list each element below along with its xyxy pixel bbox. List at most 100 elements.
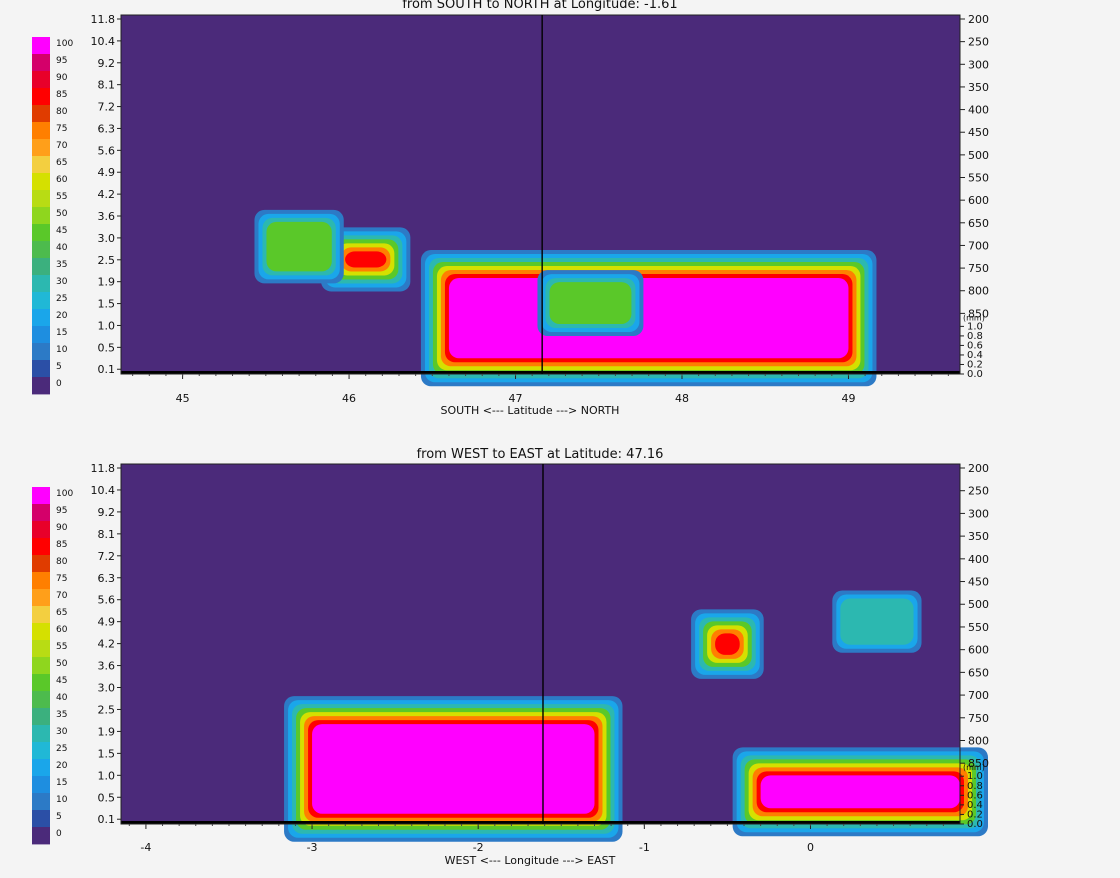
legend-swatch — [32, 377, 50, 395]
legend-label: 75 — [56, 124, 67, 134]
legend-label: 10 — [56, 345, 68, 355]
legend-label: 55 — [56, 642, 67, 652]
left-tick-label: 5.6 — [98, 144, 116, 157]
right-tick-label: 800 — [968, 285, 989, 298]
left-tick-label: 11.8 — [91, 462, 116, 475]
legend-swatch — [32, 190, 50, 208]
legend-label: 85 — [56, 90, 67, 100]
legend-label: 15 — [56, 778, 67, 788]
legend-label: 0 — [56, 379, 62, 389]
legend-swatch — [32, 589, 50, 607]
plot-area: 1009590858075706560555045403530252015105… — [32, 13, 989, 405]
right-tick-label: 700 — [968, 689, 989, 702]
contour-region — [345, 251, 387, 268]
precip-tick-label: 0.8 — [967, 781, 983, 792]
precip-unit-label: (mm) — [963, 763, 985, 772]
right-tick-label: 550 — [968, 621, 989, 634]
legend-swatch — [32, 258, 50, 276]
right-tick-label: 350 — [968, 81, 989, 94]
legend-swatch — [32, 360, 50, 378]
left-tick-label: 4.2 — [98, 188, 116, 201]
legend-label: 55 — [56, 192, 67, 202]
left-tick-label: 5.6 — [98, 594, 116, 607]
right-tick-label: 250 — [968, 485, 989, 498]
legend-label: 80 — [56, 557, 68, 567]
legend-label: 40 — [56, 693, 68, 703]
legend-swatch — [32, 105, 50, 123]
left-tick-label: 1.5 — [98, 747, 116, 760]
x-tick-label: 0 — [807, 841, 814, 854]
left-tick-label: 1.9 — [98, 276, 116, 289]
right-tick-label: 600 — [968, 194, 989, 207]
right-tick-label: 700 — [968, 239, 989, 252]
chart-title: from WEST to EAST at Latitude: 47.16 — [417, 447, 664, 462]
legend-label: 35 — [56, 260, 67, 270]
legend-swatch — [32, 224, 50, 242]
x-tick-label: 46 — [342, 392, 356, 405]
right-tick-label: 450 — [968, 126, 989, 139]
legend-label: 65 — [56, 608, 67, 618]
legend-swatch — [32, 725, 50, 743]
legend-swatch — [32, 640, 50, 658]
chart-panel-south-north: from SOUTH to NORTH at Longitude: -1.61 … — [0, 0, 1120, 437]
right-tick-label: 200 — [968, 462, 989, 475]
legend-swatch — [32, 309, 50, 327]
legend-label: 95 — [56, 506, 67, 516]
legend-swatch — [32, 156, 50, 174]
legend-swatch — [32, 88, 50, 106]
legend-label: 60 — [56, 625, 68, 635]
x-axis-label: WEST <--- Longitude ---> EAST — [445, 854, 616, 867]
x-axis-label: SOUTH <--- Latitude ---> NORTH — [441, 404, 620, 417]
left-tick-label: 9.2 — [98, 57, 116, 70]
x-tick-label: 48 — [675, 392, 689, 405]
legend-swatch — [32, 742, 50, 760]
left-tick-label: 4.2 — [98, 638, 116, 651]
legend-label: 65 — [56, 158, 67, 168]
left-tick-label: 1.5 — [98, 298, 116, 311]
legend-label: 85 — [56, 540, 67, 550]
legend-label: 30 — [56, 277, 68, 287]
contour-region — [266, 221, 332, 272]
x-tick-label: -1 — [639, 841, 650, 854]
legend-swatch — [32, 521, 50, 539]
left-tick-label: 0.1 — [98, 813, 116, 826]
legend-label: 50 — [56, 209, 68, 219]
left-tick-label: 9.2 — [98, 506, 116, 519]
contour-region — [549, 282, 632, 324]
left-tick-label: 8.1 — [98, 528, 116, 541]
legend-label: 80 — [56, 107, 68, 117]
left-tick-label: 8.1 — [98, 79, 116, 92]
cross-section-chart-bottom: from WEST to EAST at Latitude: 47.16 100… — [32, 447, 989, 867]
left-tick-label: 2.5 — [98, 254, 116, 267]
left-tick-label: 3.6 — [98, 660, 116, 673]
legend-swatch — [32, 241, 50, 259]
right-tick-label: 600 — [968, 644, 989, 657]
legend-label: 5 — [56, 362, 62, 372]
left-tick-label: 1.0 — [98, 769, 116, 782]
legend-swatch — [32, 54, 50, 72]
precip-unit-label: (mm) — [963, 313, 985, 322]
left-tick-label: 10.4 — [91, 484, 116, 497]
legend-swatch — [32, 555, 50, 573]
legend-label: 45 — [56, 676, 67, 686]
legend-swatch — [32, 139, 50, 157]
legend-label: 70 — [56, 141, 68, 151]
legend-swatch — [32, 343, 50, 361]
legend-swatch — [32, 606, 50, 624]
plot-area: 1009590858075706560555045403530252015105… — [32, 462, 989, 854]
left-tick-label: 6.3 — [98, 572, 116, 585]
contour-region — [715, 633, 740, 655]
right-tick-label: 300 — [968, 58, 989, 71]
right-tick-label: 350 — [968, 530, 989, 543]
left-tick-label: 1.9 — [98, 725, 116, 738]
legend-swatch — [32, 776, 50, 794]
legend-label: 95 — [56, 56, 67, 66]
left-tick-label: 4.9 — [98, 166, 116, 179]
precip-tick-label: 0.2 — [967, 809, 983, 820]
terrain-strip — [121, 371, 960, 374]
legend-label: 25 — [56, 744, 67, 754]
left-tick-label: 3.6 — [98, 210, 116, 223]
precip-tick-label: 1.0 — [967, 771, 983, 782]
left-tick-label: 3.0 — [98, 232, 116, 245]
x-tick-label: 45 — [176, 392, 190, 405]
